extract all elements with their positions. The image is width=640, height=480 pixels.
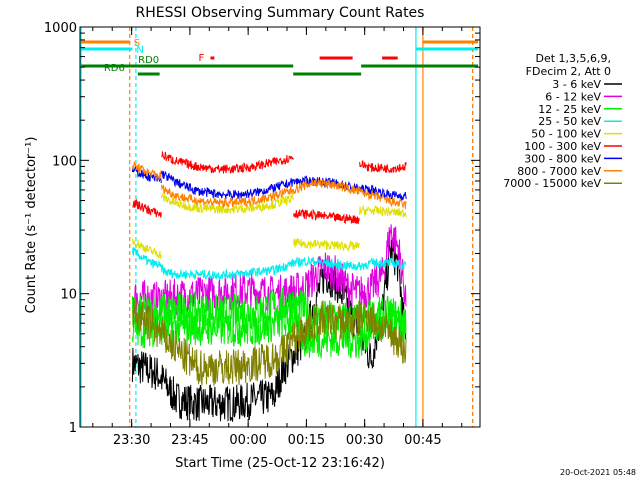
series-trace bbox=[131, 238, 162, 259]
x-tick-label: 00:30 bbox=[346, 433, 383, 448]
vertical-markers bbox=[80, 27, 474, 427]
axes: 23:30 23:45 00:00 00:15 00:30 00:45 1 10 100 1000 bbox=[44, 21, 481, 448]
series-trace bbox=[131, 246, 407, 281]
legend-header: FDecim 2, Att 0 bbox=[526, 65, 611, 78]
legend-label: 12 - 25 keV bbox=[538, 103, 601, 116]
legend-label: 50 - 100 keV bbox=[531, 128, 601, 141]
attenuator-label: N bbox=[136, 45, 143, 56]
series-trace bbox=[293, 238, 360, 253]
generation-timestamp: 20-Oct-2021 05:48 bbox=[560, 468, 636, 477]
series-trace bbox=[132, 198, 162, 218]
series-800-7000-kev bbox=[131, 161, 407, 210]
x-tick-label: 23:45 bbox=[171, 433, 208, 448]
series-lines bbox=[131, 151, 407, 422]
legend-label: 800 - 7000 keV bbox=[517, 165, 601, 178]
series-50-100-kev bbox=[131, 193, 407, 259]
y-tick-label: 100 bbox=[52, 154, 77, 169]
legend: Det 1,3,5,6,9,FDecim 2, Att 03 - 6 keV6 … bbox=[503, 52, 622, 190]
series-trace bbox=[293, 208, 360, 225]
series-7000-15000-kev bbox=[132, 297, 407, 386]
legend-label: 7000 - 15000 keV bbox=[503, 177, 601, 190]
y-tick-label: 1000 bbox=[44, 21, 77, 36]
series-trace bbox=[131, 161, 162, 181]
y-tick-label: 10 bbox=[60, 288, 77, 303]
x-tick-label: 23:30 bbox=[113, 433, 150, 448]
chart-title: RHESSI Observing Summary Count Rates bbox=[136, 5, 425, 21]
series-trace bbox=[359, 204, 407, 218]
legend-label: 300 - 800 keV bbox=[524, 152, 601, 165]
decimation-label: RD0 bbox=[138, 55, 159, 66]
decimation-label: RD6 bbox=[104, 63, 125, 74]
legend-label: 25 - 50 keV bbox=[538, 115, 601, 128]
x-tick-label: 00:45 bbox=[404, 433, 441, 448]
series-trace bbox=[161, 151, 294, 174]
x-tick-label: 00:15 bbox=[288, 433, 325, 448]
flare-flag-label: F bbox=[198, 53, 204, 64]
series-100-300-kev bbox=[132, 151, 407, 225]
series-trace bbox=[132, 297, 407, 386]
y-axis-label: Count Rate (s⁻¹ detector⁻¹) bbox=[24, 137, 39, 314]
x-axis-label: Start Time (25-Oct-12 23:16:42) bbox=[175, 456, 385, 471]
series-trace bbox=[161, 170, 407, 201]
legend-label: 3 - 6 keV bbox=[552, 78, 601, 91]
legend-header: Det 1,3,5,6,9, bbox=[535, 52, 611, 65]
series-trace bbox=[359, 160, 407, 174]
legend-label: 100 - 300 keV bbox=[524, 140, 601, 153]
series-trace bbox=[161, 178, 407, 210]
attenuator-label: S bbox=[134, 38, 140, 49]
legend-label: 6 - 12 keV bbox=[545, 90, 601, 103]
x-tick-label: 00:00 bbox=[229, 433, 266, 448]
status-bars: SN F RD0 RD6 bbox=[81, 38, 479, 76]
series-trace bbox=[161, 193, 294, 214]
y-tick-label: 1 bbox=[69, 421, 77, 436]
series-25-50-kev bbox=[131, 246, 407, 281]
plot-frame bbox=[79, 26, 481, 428]
